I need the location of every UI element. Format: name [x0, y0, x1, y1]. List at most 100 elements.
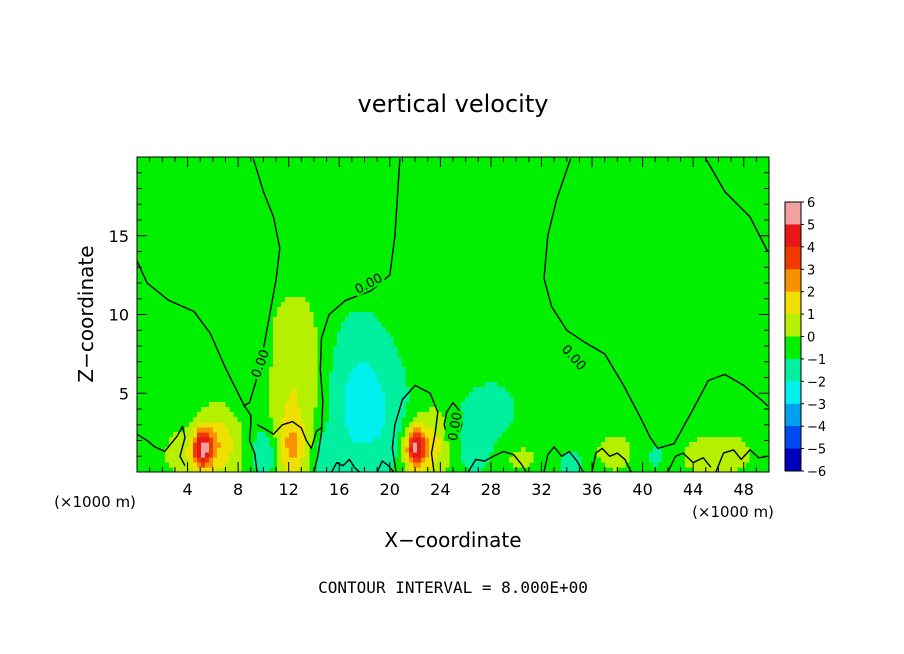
heatmap-cell [289, 297, 294, 303]
heatmap-cell [309, 427, 314, 433]
heatmap-cell [741, 442, 746, 448]
heatmap-cell [401, 377, 406, 383]
heatmap-cell [737, 457, 742, 463]
heatmap-cell [389, 447, 394, 453]
heatmap-cell [337, 377, 342, 383]
heatmap-cell [429, 462, 434, 468]
heatmap-cell [617, 442, 622, 448]
heatmap-cell [369, 322, 374, 328]
heatmap-cell [693, 442, 698, 448]
heatmap-cell [409, 452, 414, 458]
heatmap-cell [425, 447, 430, 453]
heatmap-cell [261, 442, 266, 448]
heatmap-cell [693, 457, 698, 463]
heatmap-cell [509, 397, 514, 403]
heatmap-cell [433, 407, 438, 413]
heatmap-cell [273, 347, 278, 353]
heatmap-cell [473, 437, 478, 443]
heatmap-cell [229, 447, 234, 453]
heatmap-cell [209, 417, 214, 423]
heatmap-cell [717, 467, 722, 472]
heatmap-cell [469, 437, 474, 443]
heatmap-cell [461, 452, 466, 458]
heatmap-cell [281, 402, 286, 408]
heatmap-cell [281, 342, 286, 348]
heatmap-cell [497, 412, 502, 418]
heatmap-cell [165, 452, 170, 458]
heatmap-cell [233, 442, 238, 448]
heatmap-cell [301, 362, 306, 368]
heatmap-cell [377, 397, 382, 403]
heatmap-cell [481, 387, 486, 393]
heatmap-cell [265, 452, 270, 458]
heatmap-cell [361, 432, 366, 438]
heatmap-cell [265, 462, 270, 468]
heatmap-cell [493, 382, 498, 388]
heatmap-cell [213, 462, 218, 468]
heatmap-cell [309, 312, 314, 318]
heatmap-cell [353, 352, 358, 358]
heatmap-cell [177, 452, 182, 458]
heatmap-cell [489, 397, 494, 403]
heatmap-cell [209, 452, 214, 458]
heatmap-cell [369, 437, 374, 443]
heatmap-cell [469, 407, 474, 413]
heatmap-cell [277, 337, 282, 343]
heatmap-cell [321, 447, 326, 453]
heatmap-cell [469, 402, 474, 408]
heatmap-cell [341, 412, 346, 418]
heatmap-cell [285, 467, 290, 472]
heatmap-cell [417, 427, 422, 433]
heatmap-cell [705, 467, 710, 472]
heatmap-cell [285, 327, 290, 333]
heatmap-cell [349, 397, 354, 403]
heatmap-cell [333, 442, 338, 448]
heatmap-cell [305, 387, 310, 393]
heatmap-cell [393, 382, 398, 388]
heatmap-cell [413, 422, 418, 428]
heatmap-cell [225, 437, 230, 443]
heatmap-cell [293, 457, 298, 463]
heatmap-cell [309, 417, 314, 423]
heatmap-cell [469, 422, 474, 428]
heatmap-cell [281, 442, 286, 448]
heatmap-cell [289, 387, 294, 393]
heatmap-cell [293, 387, 298, 393]
heatmap-cell [329, 452, 334, 458]
heatmap-cell [425, 437, 430, 443]
heatmap-cell [357, 467, 362, 472]
heatmap-cell [329, 417, 334, 423]
heatmap-cell [473, 432, 478, 438]
heatmap-cell [709, 437, 714, 443]
heatmap-cell [345, 377, 350, 383]
heatmap-cell [365, 367, 370, 373]
heatmap-cell [233, 457, 238, 463]
heatmap-cell [345, 407, 350, 413]
contour-line [137, 260, 258, 472]
heatmap-cell [617, 462, 622, 468]
heatmap-cell [405, 452, 410, 458]
heatmap-cell [365, 427, 370, 433]
heatmap-cell [381, 442, 386, 448]
heatmap-cell [501, 402, 506, 408]
heatmap-cell [353, 322, 358, 328]
heatmap-cell [385, 407, 390, 413]
heatmap-cell [717, 437, 722, 443]
heatmap-cell [349, 382, 354, 388]
heatmap-cell [205, 442, 210, 448]
heatmap-cell [205, 467, 210, 472]
heatmap-cell [273, 377, 278, 383]
heatmap-cell [301, 397, 306, 403]
heatmap-cell [377, 467, 382, 472]
heatmap-cell [213, 402, 218, 408]
heatmap-cell [437, 412, 442, 418]
contour-line [715, 449, 768, 472]
heatmap-cell [313, 402, 318, 408]
heatmap-cell [409, 427, 414, 433]
heatmap-cell [377, 437, 382, 443]
heatmap-cell [277, 367, 282, 373]
heatmap-cell [337, 437, 342, 443]
heatmap-cell [317, 457, 322, 463]
heatmap-cell [509, 407, 514, 413]
colorbar-swatch [785, 426, 801, 450]
